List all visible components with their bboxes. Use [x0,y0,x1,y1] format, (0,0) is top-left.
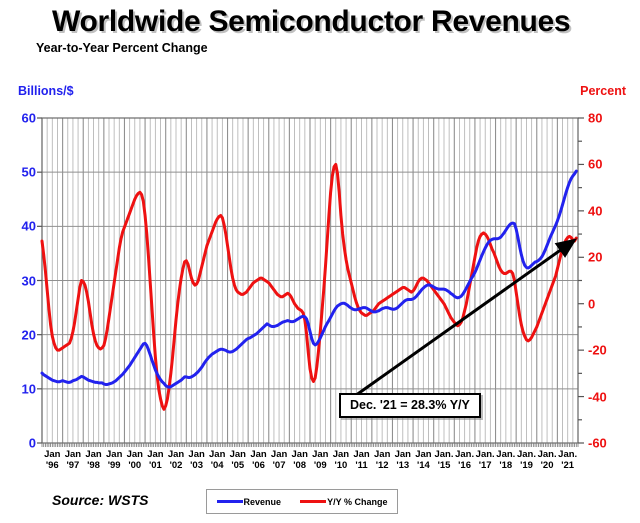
x-tick-18: Jan. '18 [496,449,516,471]
right-tick-0: 0 [588,296,596,312]
right-tick-40: 40 [588,203,603,219]
left-tick-0: 0 [28,435,36,451]
right-tick-60: 60 [588,156,603,172]
x-tick-07: Jan '07 [270,449,288,471]
x-tick-17: Jan. '17 [475,449,495,471]
x-tick-11: Jan '11 [353,449,370,471]
legend-swatch-revenue [216,500,243,503]
x-tick-01: Jan '01 [147,449,164,471]
right-axis-title: Percent [580,84,626,98]
page-subtitle: Year-to-Year Percent Change [36,41,208,55]
x-tick-16: Jan. '16 [455,449,475,471]
x-tick-96: Jan '96 [44,449,61,471]
left-tick-60: 60 [21,110,36,126]
annotation-callout: Dec. '21 = 28.3% Y/Y [339,393,481,418]
left-tick-50: 50 [21,164,36,180]
left-axis-title: Billions/$ [18,84,74,98]
legend-label-yychange: Y/Y % Change [327,496,388,507]
left-tick-30: 30 [21,273,36,288]
x-tick-04: Jan '04 [209,449,226,471]
legend-item-revenue: Revenue [216,496,282,507]
x-tick-98: Jan '98 [85,449,102,471]
x-tick-20: Jan. '20 [537,449,557,471]
x-tick-14: Jan '14 [415,449,432,471]
x-tick-21: Jan. '21 [558,449,578,471]
chart-legend: Revenue Y/Y % Change [206,489,398,514]
x-tick-12: Jan '12 [374,449,391,471]
x-tick-08: Jan '08 [291,449,308,471]
x-tick-13: Jan '13 [394,449,411,471]
left-tick-40: 40 [21,218,36,234]
x-tick-00: Jan '00 [126,449,143,471]
right-tick-80: 80 [588,110,603,126]
x-tick-15: Jan. '15 [434,449,454,471]
x-tick-02: Jan '02 [167,449,185,471]
right-tick-20: 20 [588,249,603,265]
right-tick-neg20: -20 [588,342,607,358]
x-tick-09: Jan '09 [312,449,329,471]
legend-item-yychange: Y/Y % Change [300,497,387,507]
legend-swatch-yychange [300,500,327,503]
right-tick-neg40: -40 [588,389,607,405]
x-tick-99: Jan '99 [106,449,123,471]
legend-label-revenue: Revenue [243,496,282,507]
x-tick-05: Jan '05 [229,449,246,471]
x-tick-97: Jan '97 [64,449,82,471]
left-tick-10: 10 [21,381,36,397]
x-tick-19: Jan. '19 [516,449,536,471]
x-tick-06: Jan '06 [250,449,267,471]
right-tick-neg60: -60 [588,435,607,451]
x-tick-03: Jan '03 [188,449,205,471]
x-tick-10: Jan '10 [332,449,350,471]
left-tick-20: 20 [21,327,36,343]
page-title: Worldwide Semiconductor Revenues [52,5,571,38]
source-label: Source: WSTS [52,492,149,508]
